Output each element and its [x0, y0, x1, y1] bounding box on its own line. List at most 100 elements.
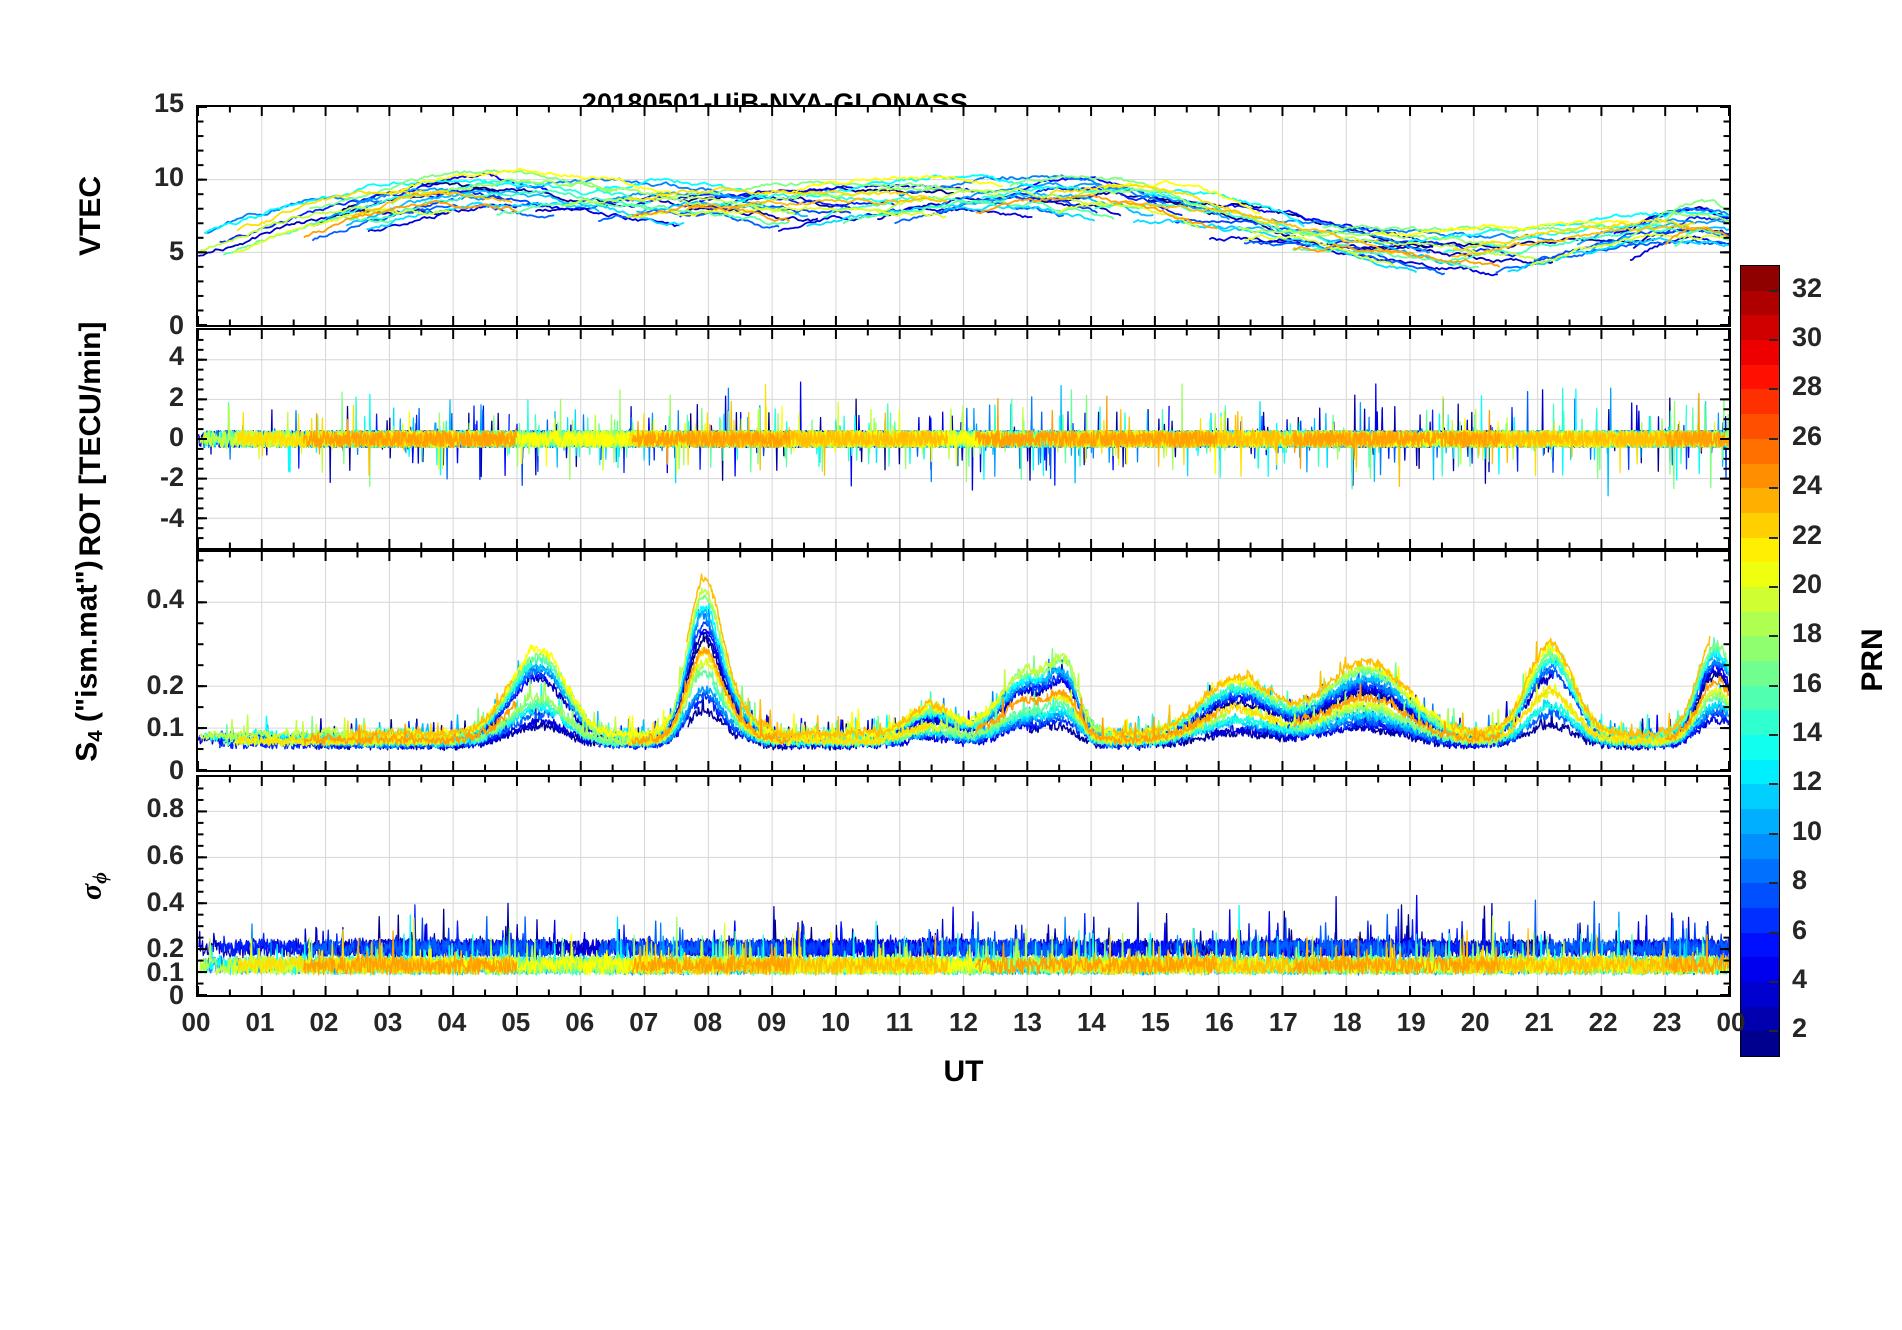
series-line — [1664, 392, 1729, 453]
colorbar-segment — [1741, 463, 1779, 489]
colorbar-segment — [1741, 414, 1779, 439]
series-line — [1495, 239, 1727, 274]
y-tick-label: 4 — [168, 341, 184, 372]
series-line — [628, 186, 930, 202]
series-line — [763, 174, 1004, 196]
colorbar-segment — [1741, 586, 1779, 612]
colorbar-segment — [1741, 858, 1779, 884]
colorbar-tickmark — [1769, 684, 1778, 687]
y-tick-label: 10 — [153, 162, 184, 192]
series-line — [1450, 928, 1711, 976]
panel-s4 — [196, 550, 1731, 772]
series-line — [631, 940, 791, 976]
colorbar-tickmark — [1769, 931, 1778, 934]
series-group — [198, 381, 1729, 497]
y-tick-label: 0.4 — [146, 886, 184, 917]
series-line — [1237, 658, 1539, 738]
series-line — [805, 174, 1044, 198]
colorbar-segment — [1741, 883, 1779, 908]
colorbar-tick-label: 16 — [1792, 667, 1823, 698]
y-tick-label: 0.2 — [146, 669, 184, 700]
y-tick-label: 0.1 — [146, 712, 184, 743]
colorbar-tickmark — [1769, 832, 1778, 835]
colorbar-segment — [1741, 907, 1779, 933]
series-line — [496, 200, 790, 226]
colorbar-tickmark — [1769, 635, 1778, 638]
colorbar-tickmark — [1769, 1030, 1778, 1033]
y-tick-label: 0 — [168, 422, 184, 452]
colorbar-tickmark — [1769, 585, 1778, 588]
series-line — [303, 700, 518, 746]
x-tick-label: 23 — [1652, 1007, 1682, 1037]
colorbar-segment — [1741, 957, 1779, 982]
series-line — [685, 573, 949, 740]
series-line — [1271, 218, 1557, 243]
series-line — [393, 172, 549, 201]
colorbar-tick-label: 4 — [1792, 963, 1808, 994]
colorbar-tick-label: 10 — [1792, 815, 1823, 846]
series-line — [1113, 199, 1413, 258]
x-tick-label: 09 — [757, 1007, 787, 1037]
series-line — [687, 180, 938, 196]
colorbar-segment — [1741, 1031, 1779, 1056]
colorbar-tick-label: 26 — [1792, 420, 1823, 451]
x-tick-label: 17 — [1268, 1007, 1298, 1037]
series-line — [351, 191, 513, 218]
x-tick-label: 19 — [1396, 1007, 1426, 1037]
x-tick-label: 18 — [1332, 1007, 1362, 1037]
series-line — [1529, 233, 1729, 267]
series-line — [1373, 219, 1630, 237]
x-tick-label: 06 — [565, 1007, 595, 1037]
series-line — [366, 201, 685, 230]
series-line — [311, 915, 555, 959]
series-line — [236, 190, 453, 232]
series-line — [303, 412, 518, 455]
colorbar-segment — [1741, 389, 1779, 415]
colorbar-segment — [1741, 636, 1779, 661]
series-line — [1244, 233, 1395, 267]
series-line — [1664, 934, 1729, 976]
colorbar-tickmark — [1769, 339, 1778, 342]
colorbar-segment — [1741, 537, 1779, 563]
colorbar-segment — [1741, 364, 1779, 390]
colorbar-tick-label: 28 — [1792, 371, 1823, 402]
colorbar-segment — [1741, 735, 1779, 760]
colorbar-tick-label: 18 — [1792, 618, 1823, 649]
y-tick-label: 0 — [168, 980, 184, 1010]
series-group — [198, 167, 1729, 277]
colorbar-segment — [1741, 438, 1779, 464]
colorbar-tick-label: 24 — [1792, 470, 1823, 501]
series-line — [236, 404, 453, 457]
axis-ticks — [198, 777, 1729, 995]
series-line — [1009, 174, 1164, 197]
colorbar-tickmark — [1769, 487, 1778, 490]
series-group — [198, 573, 1729, 752]
colorbar-segment — [1741, 611, 1779, 637]
series-line — [233, 207, 452, 254]
x-tick-label: 16 — [1204, 1007, 1234, 1037]
series-line — [631, 646, 791, 745]
colorbar-tickmark — [1769, 536, 1778, 539]
series-line — [842, 199, 1115, 225]
series-line — [595, 602, 769, 742]
series-line — [1507, 237, 1729, 273]
series-line — [625, 206, 947, 219]
y-axis-label-vtec: VTEC — [74, 175, 107, 257]
series-line — [1664, 675, 1729, 741]
y-tick-label: -4 — [159, 502, 184, 533]
y-tick-label: 15 — [153, 88, 184, 118]
colorbar-tickmark — [1769, 980, 1778, 983]
colorbar-segment — [1741, 981, 1779, 1007]
colorbar-segment — [1741, 710, 1779, 736]
series-line — [631, 420, 791, 465]
series-line — [1298, 229, 1508, 249]
colorbar[interactable] — [1740, 265, 1780, 1057]
y-tick-label: 0.2 — [146, 933, 184, 964]
series-line — [598, 193, 897, 208]
x-tick-label: 03 — [373, 1007, 403, 1037]
series-line — [1293, 409, 1501, 469]
x-tick-label: 01 — [245, 1007, 275, 1037]
series-line — [236, 929, 453, 976]
panel-sigmaphi — [196, 775, 1731, 997]
x-tick-label: 07 — [629, 1007, 659, 1037]
